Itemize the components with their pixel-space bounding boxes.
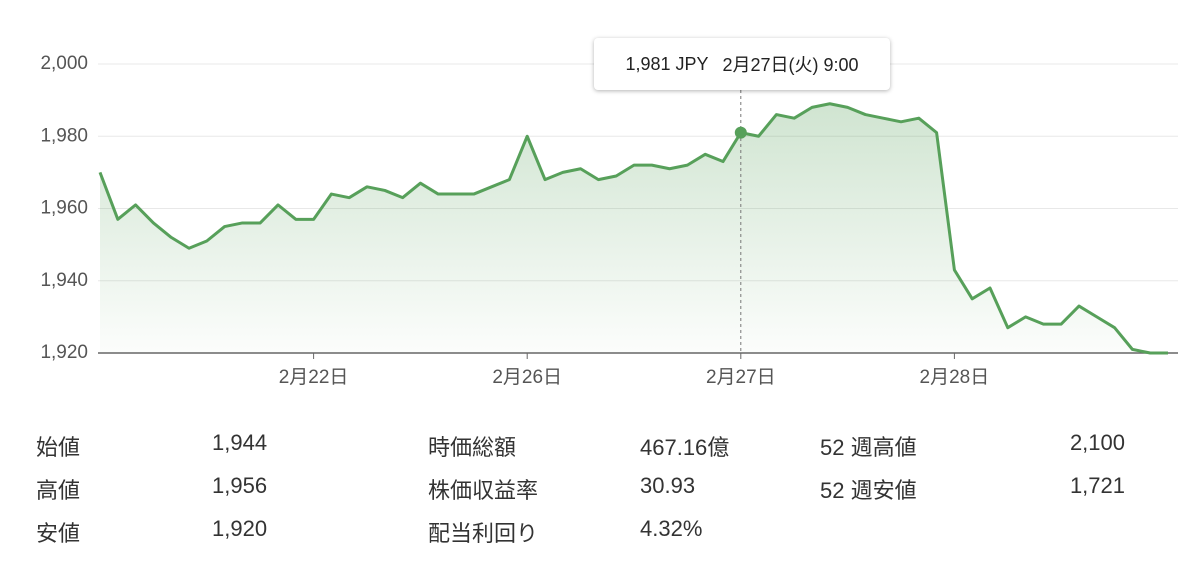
- stat-value: 2,100: [1069, 430, 1125, 455]
- stat-label: 始値: [36, 435, 81, 460]
- stat-label: 高値: [36, 478, 81, 503]
- y-tick-label: 1,920: [40, 342, 88, 363]
- y-tick-label: 1,940: [40, 270, 88, 291]
- tooltip-price: 1,981 JPY: [625, 53, 709, 74]
- stat-label: 52 週高値: [820, 435, 917, 460]
- hover-point: [734, 126, 747, 139]
- stat-value: 1,956: [212, 473, 268, 498]
- stat-label: 安値: [36, 521, 81, 546]
- y-tick-label: 1,980: [40, 125, 88, 146]
- tooltip: 1,981 JPY 2月27日(火) 9:00: [594, 38, 890, 90]
- stat-label: 配当利回り: [428, 521, 539, 546]
- stat-value: 1,944: [212, 430, 268, 455]
- area: [100, 103, 1168, 353]
- stat-value: 4.32%: [640, 516, 703, 541]
- stat-value: 467.16億: [640, 435, 730, 460]
- price-line: [98, 102, 1168, 355]
- x-tick-label: 2月27日: [706, 367, 776, 388]
- stat-value: 1,920: [212, 516, 268, 541]
- tooltip-time: 2月27日(火) 9:00: [722, 55, 859, 75]
- x-tick-label: 2月28日: [920, 367, 990, 388]
- stat-label: 株価収益率: [428, 478, 539, 503]
- y-tick-label: 1,960: [40, 198, 88, 219]
- stat-value: 1,721: [1069, 473, 1125, 498]
- stat-value: 30.93: [640, 473, 696, 498]
- stat-label: 時価総額: [428, 435, 517, 460]
- x-tick-label: 2月22日: [279, 367, 349, 388]
- x-tick-label: 2月26日: [492, 367, 562, 388]
- stat-label: 52 週安値: [820, 478, 917, 503]
- y-tick-label: 2,000: [40, 53, 88, 74]
